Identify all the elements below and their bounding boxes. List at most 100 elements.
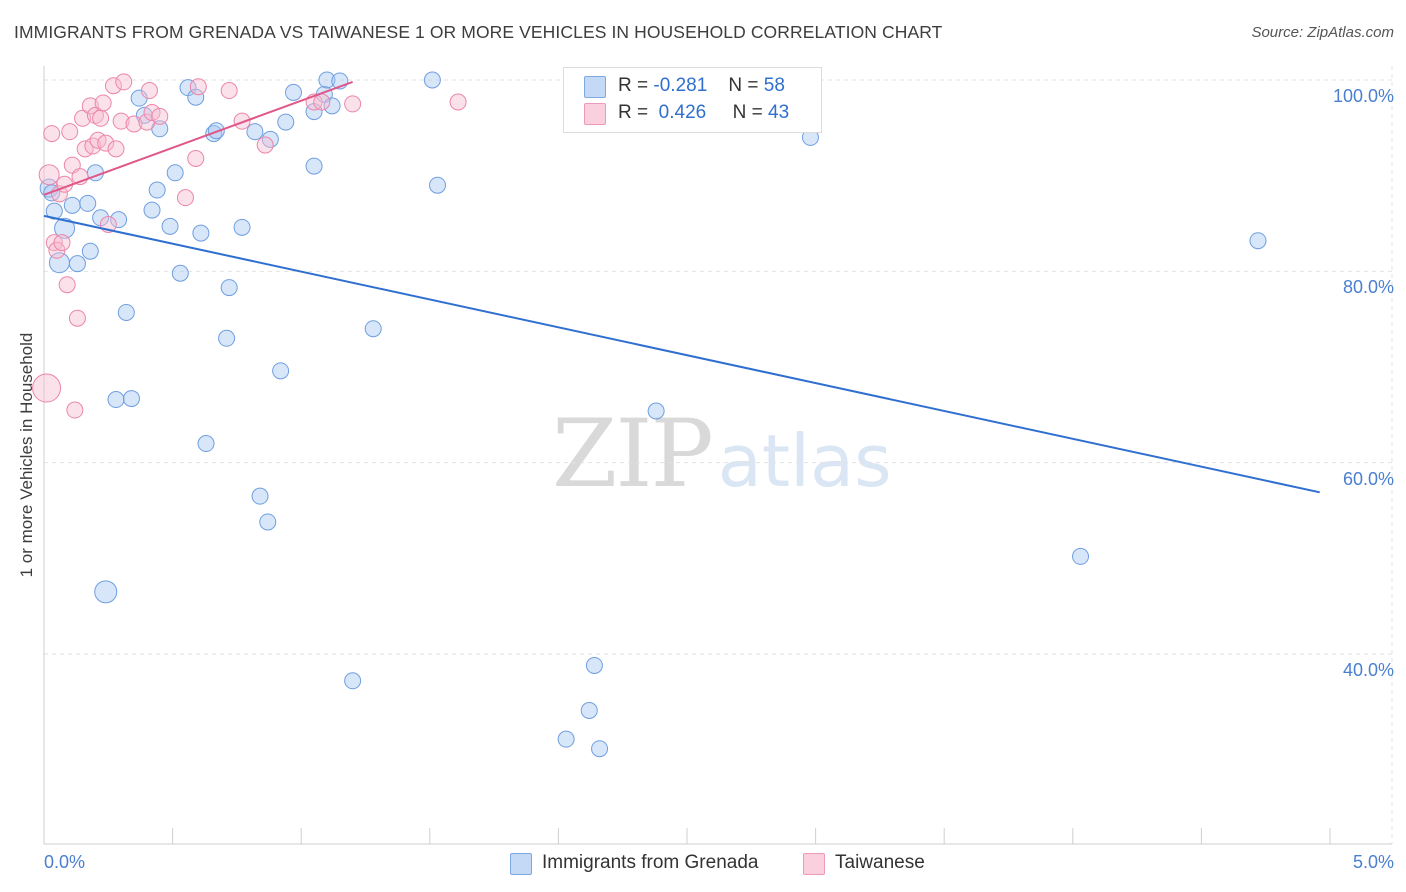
point-taiwanese — [344, 95, 362, 113]
point-grenada — [305, 157, 323, 175]
point-taiwanese — [81, 97, 99, 115]
watermark-zip: ZIP — [552, 400, 714, 509]
point-taiwanese — [449, 93, 467, 111]
point-grenada — [284, 83, 302, 101]
series-layer — [32, 71, 1267, 758]
point-taiwanese — [189, 78, 207, 96]
legend-n-value: 58 — [763, 75, 785, 96]
bottom-legend-label-grenada: Immigrants from Grenada — [542, 852, 759, 873]
point-taiwanese — [115, 73, 133, 91]
bottom-legend-swatch-taiwanese — [803, 853, 825, 875]
point-taiwanese — [86, 106, 104, 124]
point-grenada — [272, 362, 290, 380]
point-grenada — [1249, 232, 1267, 250]
trend-line-grenada — [43, 214, 1320, 494]
point-taiwanese — [220, 82, 238, 100]
point-grenada — [423, 71, 441, 89]
point-taiwanese — [151, 107, 169, 125]
bottom-legend: Immigrants from Grenada Taiwanese — [0, 852, 1406, 876]
point-grenada — [107, 391, 125, 409]
point-grenada — [166, 164, 184, 182]
point-taiwanese — [176, 189, 194, 207]
point-taiwanese — [61, 123, 79, 141]
point-grenada — [557, 730, 575, 748]
point-grenada — [197, 435, 215, 453]
legend-stats-taiwanese: R = 0.426 N = 43 — [618, 102, 789, 124]
point-grenada — [218, 329, 236, 347]
trend-line-taiwanese — [43, 80, 353, 196]
point-grenada — [192, 224, 210, 242]
watermark: ZIPatlas — [552, 400, 892, 509]
point-taiwanese — [143, 104, 161, 122]
point-grenada — [580, 701, 598, 719]
point-taiwanese — [94, 94, 112, 112]
point-grenada — [161, 217, 179, 235]
x-tick-label: 5.0% — [1352, 852, 1394, 872]
legend: R = -0.281 N = 58 R = 0.426 N = 43 — [563, 67, 822, 133]
point-grenada — [233, 218, 251, 236]
point-grenada — [148, 181, 166, 199]
point-taiwanese — [233, 112, 251, 130]
point-grenada — [259, 513, 277, 531]
point-taiwanese — [68, 309, 86, 327]
legend-n-value: 43 — [768, 102, 790, 123]
point-grenada — [1072, 547, 1090, 565]
point-taiwanese — [140, 82, 158, 100]
trend-layer — [43, 80, 1320, 494]
legend-r-value: -0.281 — [653, 75, 708, 96]
point-grenada — [251, 487, 269, 505]
point-grenada — [364, 320, 382, 338]
bottom-legend-label-taiwanese: Taiwanese — [835, 852, 925, 873]
point-grenada — [122, 390, 140, 408]
point-taiwanese — [92, 109, 110, 127]
point-taiwanese — [256, 136, 274, 154]
point-taiwanese — [53, 234, 71, 252]
point-grenada — [81, 242, 99, 260]
point-taiwanese — [107, 140, 125, 158]
grid-layer — [44, 66, 1393, 844]
point-taiwanese — [58, 276, 76, 294]
point-grenada — [277, 113, 295, 131]
x-tick-label: 0.0% — [44, 852, 86, 872]
point-grenada — [117, 303, 135, 321]
point-grenada — [54, 217, 76, 239]
point-taiwanese — [74, 109, 92, 127]
legend-n-label: N = — [728, 75, 759, 96]
y-tick-label: 40.0% — [1342, 660, 1394, 680]
point-grenada — [323, 97, 341, 115]
point-grenada — [585, 656, 603, 674]
point-taiwanese — [112, 112, 130, 130]
point-taiwanese — [97, 134, 115, 152]
point-taiwanese — [187, 149, 205, 167]
point-taiwanese — [104, 77, 122, 95]
legend-swatch-taiwanese — [584, 103, 606, 125]
point-grenada — [94, 580, 118, 604]
y-tick-label: 60.0% — [1342, 468, 1394, 489]
point-grenada — [63, 196, 81, 214]
point-taiwanese — [125, 115, 143, 133]
point-taiwanese — [66, 401, 84, 419]
legend-r-label: R = — [618, 75, 649, 96]
point-taiwanese — [38, 164, 60, 186]
point-grenada — [187, 88, 205, 106]
point-grenada — [429, 176, 447, 194]
legend-swatch-grenada — [584, 76, 606, 98]
legend-r-value: 0.426 — [658, 102, 707, 123]
bottom-legend-swatch-grenada — [510, 853, 532, 875]
point-grenada — [246, 123, 264, 141]
point-grenada — [68, 255, 86, 273]
point-taiwanese — [313, 93, 331, 111]
point-grenada — [344, 672, 362, 690]
chart-source: Source: ZipAtlas.com — [1251, 24, 1394, 41]
axis-layer — [43, 66, 1392, 845]
legend-n-label: N = — [732, 102, 763, 123]
point-taiwanese — [43, 125, 61, 143]
point-grenada — [591, 740, 609, 758]
point-grenada — [79, 194, 97, 212]
point-grenada — [318, 71, 336, 89]
point-grenada — [220, 279, 238, 297]
legend-stats-grenada: R = -0.281 N = 58 — [618, 75, 785, 97]
point-taiwanese — [32, 373, 62, 403]
y-tick-label: 80.0% — [1342, 277, 1394, 298]
